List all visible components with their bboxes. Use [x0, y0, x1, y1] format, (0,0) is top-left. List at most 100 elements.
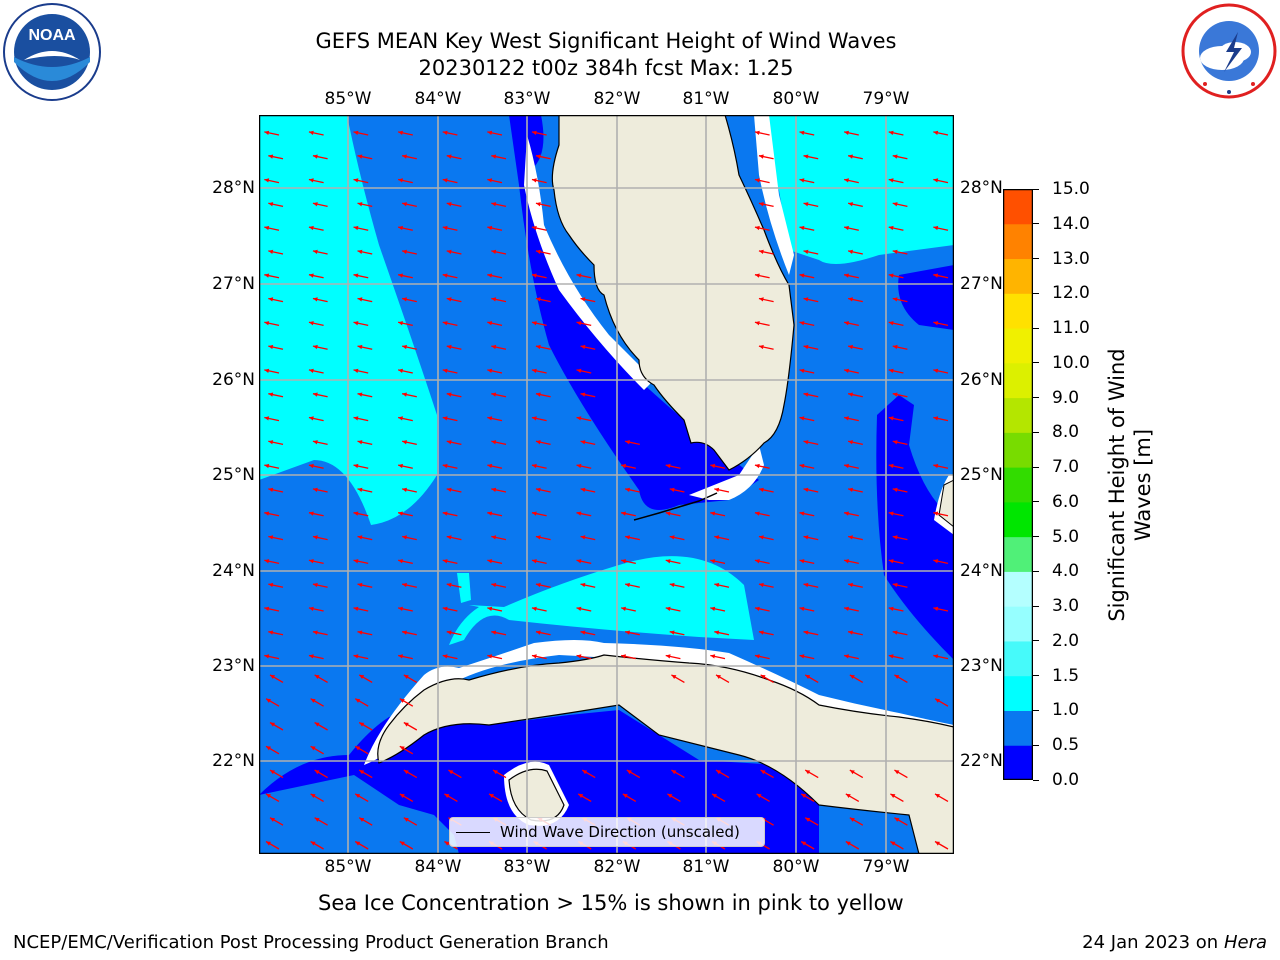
wind-arrow-head — [264, 654, 270, 659]
wind-arrow-head — [355, 793, 361, 799]
wind-arrow-head — [357, 249, 363, 254]
wind-arrow-head — [442, 606, 448, 611]
wind-arrow-head — [754, 559, 760, 564]
wind-arrow-head — [399, 746, 405, 751]
wind-arrow-head — [398, 606, 403, 611]
cyan-region-northeast — [767, 115, 954, 264]
wind-arrow-head — [848, 249, 853, 254]
colorbar-tick — [1033, 431, 1039, 433]
wind-arrow-head — [888, 416, 894, 421]
wind-arrow-head — [308, 654, 314, 659]
wind-arrow-head — [308, 606, 314, 611]
wind-arrow-head — [933, 559, 939, 564]
wind-arrow-head — [671, 674, 677, 680]
wind-arrow-head — [310, 841, 316, 846]
wind-arrow-head — [403, 722, 409, 727]
colorbar-segment — [1003, 345, 1033, 364]
wind-arrow-head — [803, 297, 809, 302]
wind-arrow-head — [799, 416, 805, 421]
lat-label-right: 27°N — [960, 274, 1003, 294]
wind-arrow-head — [531, 654, 537, 659]
footer-branch: NCEP/EMC/Verification Post Processing Pr… — [13, 932, 609, 953]
colorbar-segment — [1003, 536, 1033, 555]
lon-label-bottom: 80°W — [772, 857, 820, 877]
colorbar-tick-label: 10.0 — [1052, 352, 1090, 373]
lon-label-top: 82°W — [593, 89, 641, 109]
wind-arrow-head — [491, 297, 497, 302]
wind-arrow-head — [353, 130, 359, 135]
colorbar-tick-label: 0.5 — [1052, 735, 1080, 756]
wind-arrow-head — [710, 559, 716, 564]
wind-arrow-head — [353, 368, 359, 373]
wind-arrow-head — [487, 463, 493, 469]
colorbar-tick — [1033, 640, 1039, 642]
wind-arrow-head — [621, 559, 626, 564]
national-weather-service-logo — [1180, 2, 1278, 100]
wind-arrow-head — [849, 770, 855, 775]
lat-label-left: 24°N — [212, 561, 255, 581]
wind-arrow-head — [270, 817, 275, 822]
wind-arrow-head — [268, 535, 274, 540]
wind-arrow-head — [665, 463, 671, 469]
wind-arrow-head — [710, 654, 716, 659]
lat-label-left: 25°N — [212, 465, 255, 485]
wind-arrow-head — [531, 559, 537, 564]
wind-arrow-head — [491, 344, 497, 350]
wind-arrow-head — [669, 487, 675, 492]
wind-arrow-head — [491, 630, 497, 635]
wind-arrow-head — [535, 392, 541, 397]
wind-arrow-head — [398, 368, 403, 373]
wind-arrow-head — [398, 559, 403, 564]
wind-arrow-head — [892, 440, 898, 445]
noaa-logo: NOAA — [2, 2, 102, 102]
wind-arrow-head — [398, 225, 403, 231]
colorbar-segment — [1003, 554, 1033, 572]
colorbar-segment — [1003, 380, 1033, 399]
wind-arrow-head — [353, 178, 359, 183]
wind-arrow-head — [894, 817, 900, 822]
wind-arrow-head — [799, 559, 805, 564]
wind-arrow-head — [535, 297, 541, 302]
colorbar-segment — [1003, 414, 1033, 433]
colorbar-segment — [1003, 501, 1033, 520]
wind-arrow-head — [758, 630, 764, 635]
colorbar-tick — [1033, 536, 1039, 538]
colorbar-segment — [1003, 449, 1033, 468]
land-cuba — [377, 654, 954, 854]
wind-arrow-head — [714, 582, 720, 588]
wind-arrow-head — [580, 440, 586, 445]
wind-arrow-head — [888, 130, 894, 135]
colorbar-segment — [1003, 588, 1033, 607]
wind-arrow-head — [933, 511, 939, 516]
wind-arrow-head — [446, 154, 452, 159]
wind-arrow-head — [308, 559, 314, 564]
wind-arrow-head — [491, 154, 497, 159]
wind-arrow-head — [669, 535, 675, 540]
wind-arrow-head — [531, 606, 537, 611]
wind-arrow-head — [758, 582, 764, 588]
wind-arrow-head — [799, 178, 805, 183]
wind-arrow-head — [270, 770, 275, 775]
wind-arrow-head — [268, 344, 274, 350]
colorbar-segment — [1003, 241, 1033, 260]
colorbar-segment — [1003, 745, 1033, 764]
wind-arrow-head — [487, 368, 493, 373]
colorbar-tick — [1033, 570, 1039, 572]
wind-arrow-head — [312, 440, 318, 445]
wind-arrow-head — [357, 440, 363, 445]
wind-arrow-head — [760, 674, 766, 680]
wind-arrow-head — [264, 368, 270, 373]
wind-arrow-head — [758, 535, 764, 540]
wind-arrow-head — [710, 511, 716, 516]
wind-arrow-head — [758, 297, 764, 302]
colorbar-label: Significant Height of Wind Waves [m] — [1105, 348, 1155, 622]
wind-arrow-head — [888, 606, 894, 611]
wind-arrow-head — [894, 770, 900, 775]
wind-arrow-head — [270, 722, 275, 727]
wind-arrow-head — [669, 582, 675, 588]
wind-arrow-head — [710, 463, 716, 469]
wind-arrow-head — [487, 273, 493, 278]
wind-arrow-head — [442, 654, 448, 659]
lat-label-right: 26°N — [960, 370, 1003, 390]
wind-arrow-head — [621, 654, 626, 659]
